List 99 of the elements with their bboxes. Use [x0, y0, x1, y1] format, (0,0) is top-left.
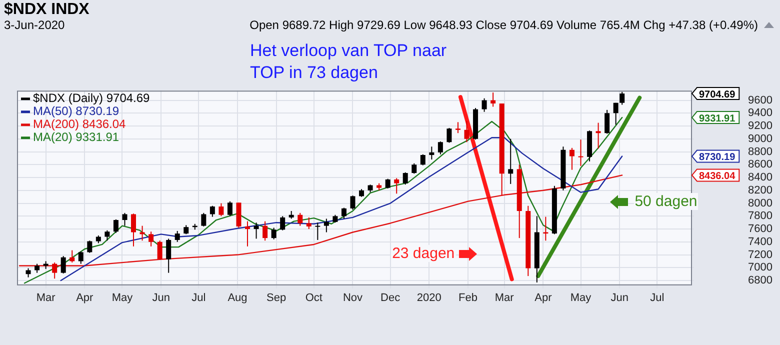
x-tick-label: Jul: [650, 292, 664, 304]
candlestick: [26, 268, 31, 278]
candlestick: [201, 212, 206, 227]
candlestick: [254, 222, 259, 240]
x-tick-label: Feb: [458, 292, 478, 304]
y-tick-label: 9200: [748, 120, 772, 132]
x-tick-label: 2020: [416, 292, 442, 304]
text: 8436.04: [699, 170, 736, 182]
x-tick-label: Sep: [266, 292, 286, 304]
y-tick-label: 9600: [748, 94, 772, 106]
chart-subtitle: 3-Jun-2020: [4, 18, 65, 32]
candlestick: [122, 212, 128, 226]
candlestick: [455, 122, 460, 134]
x-tick-label: Mar: [36, 292, 56, 304]
candlestick: [420, 154, 426, 166]
x-tick-label: Apr: [76, 292, 94, 304]
candlestick: [218, 202, 224, 217]
x-tick-label: Dec: [380, 292, 401, 304]
candlestick: [227, 200, 232, 217]
candlestick: [613, 102, 618, 126]
candlestick: [113, 218, 118, 234]
candlestick: [402, 172, 408, 186]
text: Open 9689.72 High 9729.69 Low 9648.93 Close 9704.69 Volume 765.4M Chg +47.38 (+0.49%): [250, 18, 758, 32]
candlestick: [315, 222, 320, 240]
candlestick: [78, 251, 84, 264]
x-tick-label: Jun: [152, 292, 170, 304]
candlestick: [578, 139, 584, 166]
annotation: 23 dagen: [391, 245, 456, 262]
candlestick: [620, 91, 625, 106]
candlestick: [569, 147, 574, 170]
text: 9704.69: [699, 89, 736, 100]
candlestick: [596, 122, 601, 150]
y-tick-label: 8400: [748, 172, 772, 184]
candlestick: [341, 207, 346, 220]
candlestick: [70, 250, 75, 264]
candlestick: [429, 146, 434, 160]
candlestick: [184, 224, 189, 235]
x-tick-label: Aug: [228, 292, 248, 304]
candlestick: [543, 216, 548, 242]
x-tick-label: Apr: [534, 292, 552, 304]
y-tick-label: 7400: [748, 236, 772, 248]
candlestick: [350, 195, 356, 210]
y-tick-label: 7000: [748, 262, 772, 274]
y-tick-label: 8200: [748, 184, 772, 196]
legend-label: $NDX (Daily) 9704.69: [33, 90, 150, 105]
candlestick: [34, 263, 40, 274]
y-tick-label: 9400: [748, 107, 772, 120]
y-tick-label: 7200: [748, 248, 772, 261]
candlestick: [412, 162, 417, 174]
candlestick: [236, 202, 242, 228]
candlestick: [438, 140, 443, 155]
candlestick: [280, 216, 286, 231]
candlestick: [306, 216, 312, 230]
candlestick: [87, 240, 92, 254]
candlestick: [104, 230, 110, 242]
legend-label: MA(20) 9331.91: [33, 130, 120, 144]
text: 9331.91: [699, 113, 736, 124]
candlestick: [464, 120, 470, 143]
annotation: 50 dagen: [634, 193, 698, 210]
legend-label: MA(50) 8730.19: [33, 104, 120, 118]
candlestick: [131, 213, 136, 247]
y-tick-label: 8800: [748, 146, 772, 158]
candlestick: [174, 230, 180, 242]
y-tick-label: 9000: [748, 132, 772, 145]
y-tick-label: 8000: [748, 197, 772, 210]
x-tick-label: Jul: [192, 292, 206, 304]
text: Het verloop van TOP naar TOP in 73 dagen: [250, 40, 448, 84]
x-tick-label: Oct: [305, 292, 322, 304]
chart-title: $NDX INDX: [4, 1, 90, 19]
candlestick: [482, 98, 487, 112]
candlestick: [245, 220, 250, 247]
candlestick: [157, 240, 162, 260]
candlestick: [604, 109, 610, 134]
text: 8730.19: [699, 152, 736, 164]
x-tick-label: Mar: [494, 292, 514, 304]
candlestick: [324, 218, 329, 233]
candlestick: [508, 138, 514, 184]
candlestick: [298, 212, 303, 226]
candlestick: [166, 238, 172, 274]
candlestick: [271, 227, 276, 240]
candlestick: [446, 127, 452, 144]
candlestick: [52, 262, 58, 280]
y-tick-label: 7800: [748, 210, 772, 222]
candlestick: [262, 220, 268, 242]
candlestick: [60, 256, 66, 274]
candlestick: [210, 205, 215, 218]
y-tick-label: 8600: [748, 158, 772, 171]
x-tick-label: Nov: [342, 292, 364, 304]
x-tick-label: Jun: [610, 292, 628, 304]
candlestick: [394, 178, 400, 194]
candlestick: [490, 92, 496, 108]
x-tick-label: May: [112, 292, 134, 304]
y-tick-label: 7600: [748, 223, 772, 236]
x-tick-label: May: [570, 292, 592, 304]
candlestick: [140, 225, 145, 242]
candlestick: [385, 178, 390, 189]
legend-label: MA(200) 8436.04: [33, 116, 126, 131]
candlestick: [148, 231, 154, 247]
y-tick-label: 6800: [748, 274, 772, 287]
